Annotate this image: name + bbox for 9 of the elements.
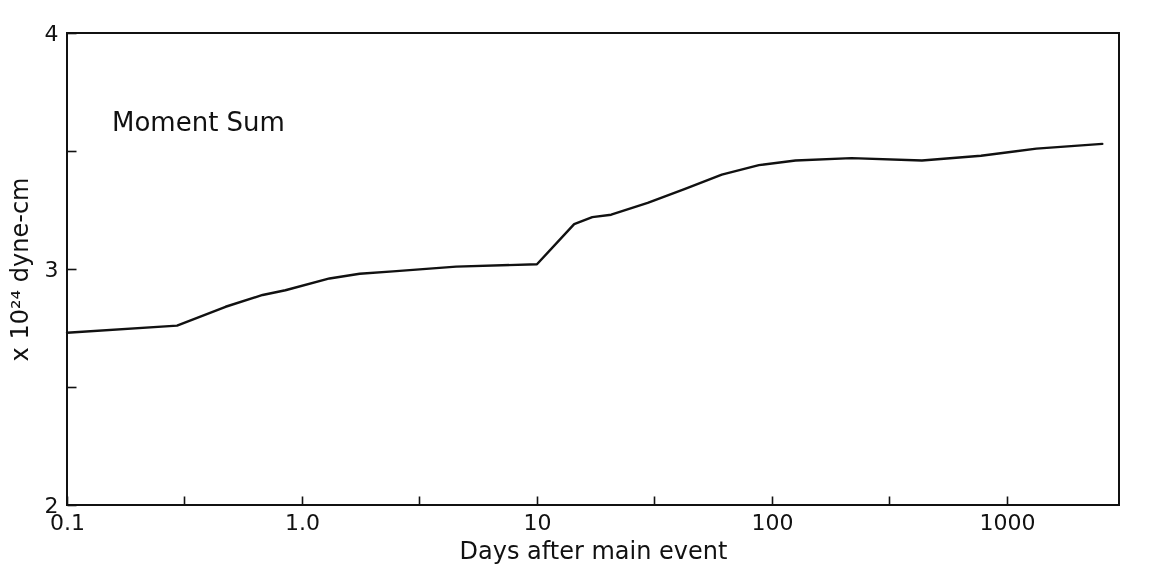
x-tick-label: 1000 [979,509,1036,535]
y-tick-label: 4 [44,20,59,46]
x-tick-label: 10 [523,509,552,535]
x-axis-title: Days after main event [459,536,728,565]
x-tick-label: 100 [751,509,794,535]
y-axis-title: x 10²⁴ dyne-cm [5,177,34,362]
x-tick-label: 1.0 [284,509,320,535]
y-tick-label: 3 [44,256,59,282]
text: Moment Sum [112,107,285,137]
